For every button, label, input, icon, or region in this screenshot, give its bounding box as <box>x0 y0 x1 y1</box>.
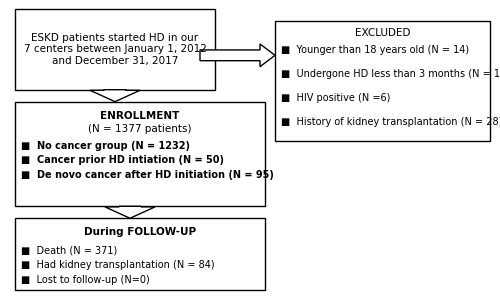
Polygon shape <box>90 90 140 102</box>
Text: ■  History of kidney transplantation (N = 28): ■ History of kidney transplantation (N =… <box>281 117 500 126</box>
Text: ■  Had kidney transplantation (N = 84): ■ Had kidney transplantation (N = 84) <box>21 260 214 270</box>
Text: ■  Undergone HD less than 3 months (N = 126 ): ■ Undergone HD less than 3 months (N = 1… <box>281 69 500 79</box>
FancyBboxPatch shape <box>15 102 265 206</box>
Text: ■  Cancer prior HD intiation (N = 50): ■ Cancer prior HD intiation (N = 50) <box>21 155 224 165</box>
Text: During FOLLOW-UP: During FOLLOW-UP <box>84 227 196 237</box>
Text: ■  HIV positive (N =6): ■ HIV positive (N =6) <box>281 93 390 103</box>
Polygon shape <box>105 206 155 218</box>
FancyBboxPatch shape <box>15 9 215 90</box>
Text: ■  Younger than 18 years old (N = 14): ■ Younger than 18 years old (N = 14) <box>281 45 469 55</box>
FancyBboxPatch shape <box>275 21 490 141</box>
Text: ESKD patients started HD in our
7 centers between January 1, 2012
and December 3: ESKD patients started HD in our 7 center… <box>24 33 206 66</box>
Text: ■  No cancer group (N = 1232): ■ No cancer group (N = 1232) <box>21 141 190 150</box>
Text: ■  De novo cancer after HD initiation (N = 95): ■ De novo cancer after HD initiation (N … <box>21 170 274 180</box>
Text: ■  Death (N = 371): ■ Death (N = 371) <box>21 245 117 255</box>
Text: ■  Lost to follow-up (N=0): ■ Lost to follow-up (N=0) <box>21 275 150 285</box>
Polygon shape <box>200 44 275 67</box>
FancyBboxPatch shape <box>15 218 265 290</box>
Text: (N = 1377 patients): (N = 1377 patients) <box>88 124 192 134</box>
Text: EXCLUDED: EXCLUDED <box>355 28 410 38</box>
Text: ENROLLMENT: ENROLLMENT <box>100 111 180 120</box>
